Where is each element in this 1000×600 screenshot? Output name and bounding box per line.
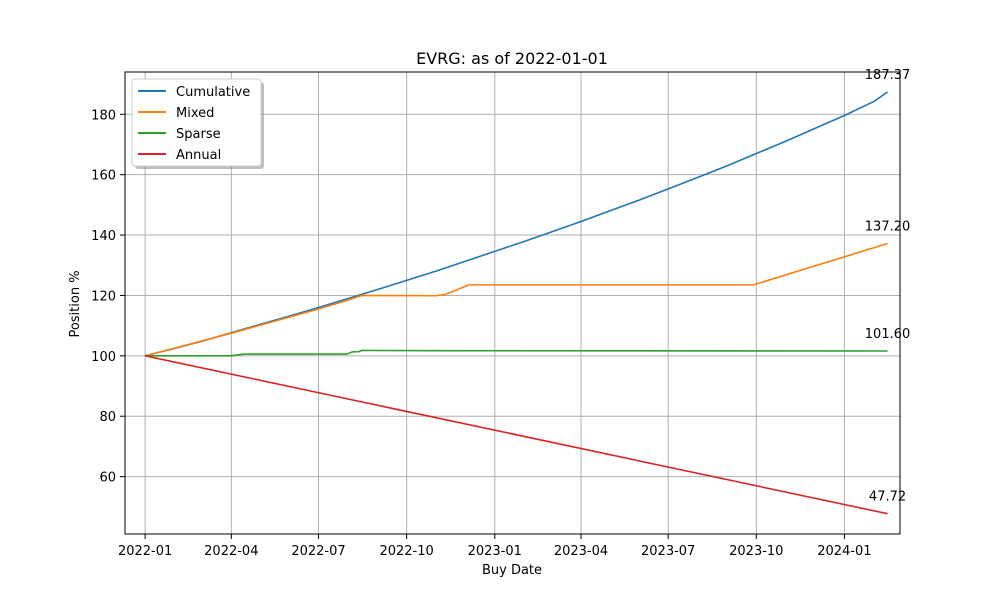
legend: Cumulative Mixed Sparse Annual bbox=[131, 78, 264, 169]
series-lines bbox=[144, 91, 889, 515]
x-tick-label: 2024-01 bbox=[817, 544, 871, 559]
y-tick-label: 80 bbox=[99, 410, 116, 425]
x-tick-label: 2023-10 bbox=[729, 544, 783, 559]
plot-frame bbox=[124, 71, 901, 535]
x-tick-label: 2023-07 bbox=[641, 544, 695, 559]
end-label-sparse: 101.60 bbox=[865, 327, 911, 342]
x-tick-label: 2023-01 bbox=[468, 544, 522, 559]
legend-label-sparse: Sparse bbox=[176, 127, 221, 142]
series-line-mixed bbox=[144, 242, 888, 357]
legend-label-mixed: Mixed bbox=[176, 106, 214, 121]
series-line-annual bbox=[144, 355, 888, 515]
y-tick-label: 180 bbox=[91, 108, 116, 123]
series-line-cumulative bbox=[144, 91, 889, 357]
x-tick-label: 2022-07 bbox=[291, 544, 345, 559]
grid bbox=[125, 72, 900, 534]
end-label-mixed: 137.20 bbox=[865, 220, 911, 235]
x-tick-label: 2022-04 bbox=[204, 544, 258, 559]
legend-box bbox=[131, 78, 262, 167]
chart-title: EVRG: as of 2022-01-01 bbox=[416, 49, 608, 68]
legend-label-cumulative: Cumulative bbox=[176, 85, 250, 100]
y-tick-label: 140 bbox=[91, 229, 116, 244]
end-label-cumulative: 187.37 bbox=[865, 68, 911, 83]
legend-label-annual: Annual bbox=[176, 148, 221, 163]
y-tick-label: 120 bbox=[91, 289, 116, 304]
x-axis-label: Buy Date bbox=[482, 563, 542, 578]
y-tick-label: 100 bbox=[91, 350, 116, 365]
x-tick-label: 2022-10 bbox=[379, 544, 433, 559]
x-tick-label: 2023-04 bbox=[554, 544, 608, 559]
axes: 2022-01 2022-04 2022-07 2022-10 2023-01 2023-… bbox=[91, 71, 901, 559]
end-labels: 187.37 137.20 101.60 47.72 bbox=[865, 68, 911, 505]
series-line-sparse bbox=[145, 349, 888, 357]
end-label-annual: 47.72 bbox=[869, 490, 906, 505]
y-axis-label: Position % bbox=[68, 270, 83, 337]
y-tick-label: 60 bbox=[99, 471, 116, 486]
x-tick-label: 2022-01 bbox=[118, 544, 172, 559]
y-tick-label: 160 bbox=[91, 169, 116, 184]
